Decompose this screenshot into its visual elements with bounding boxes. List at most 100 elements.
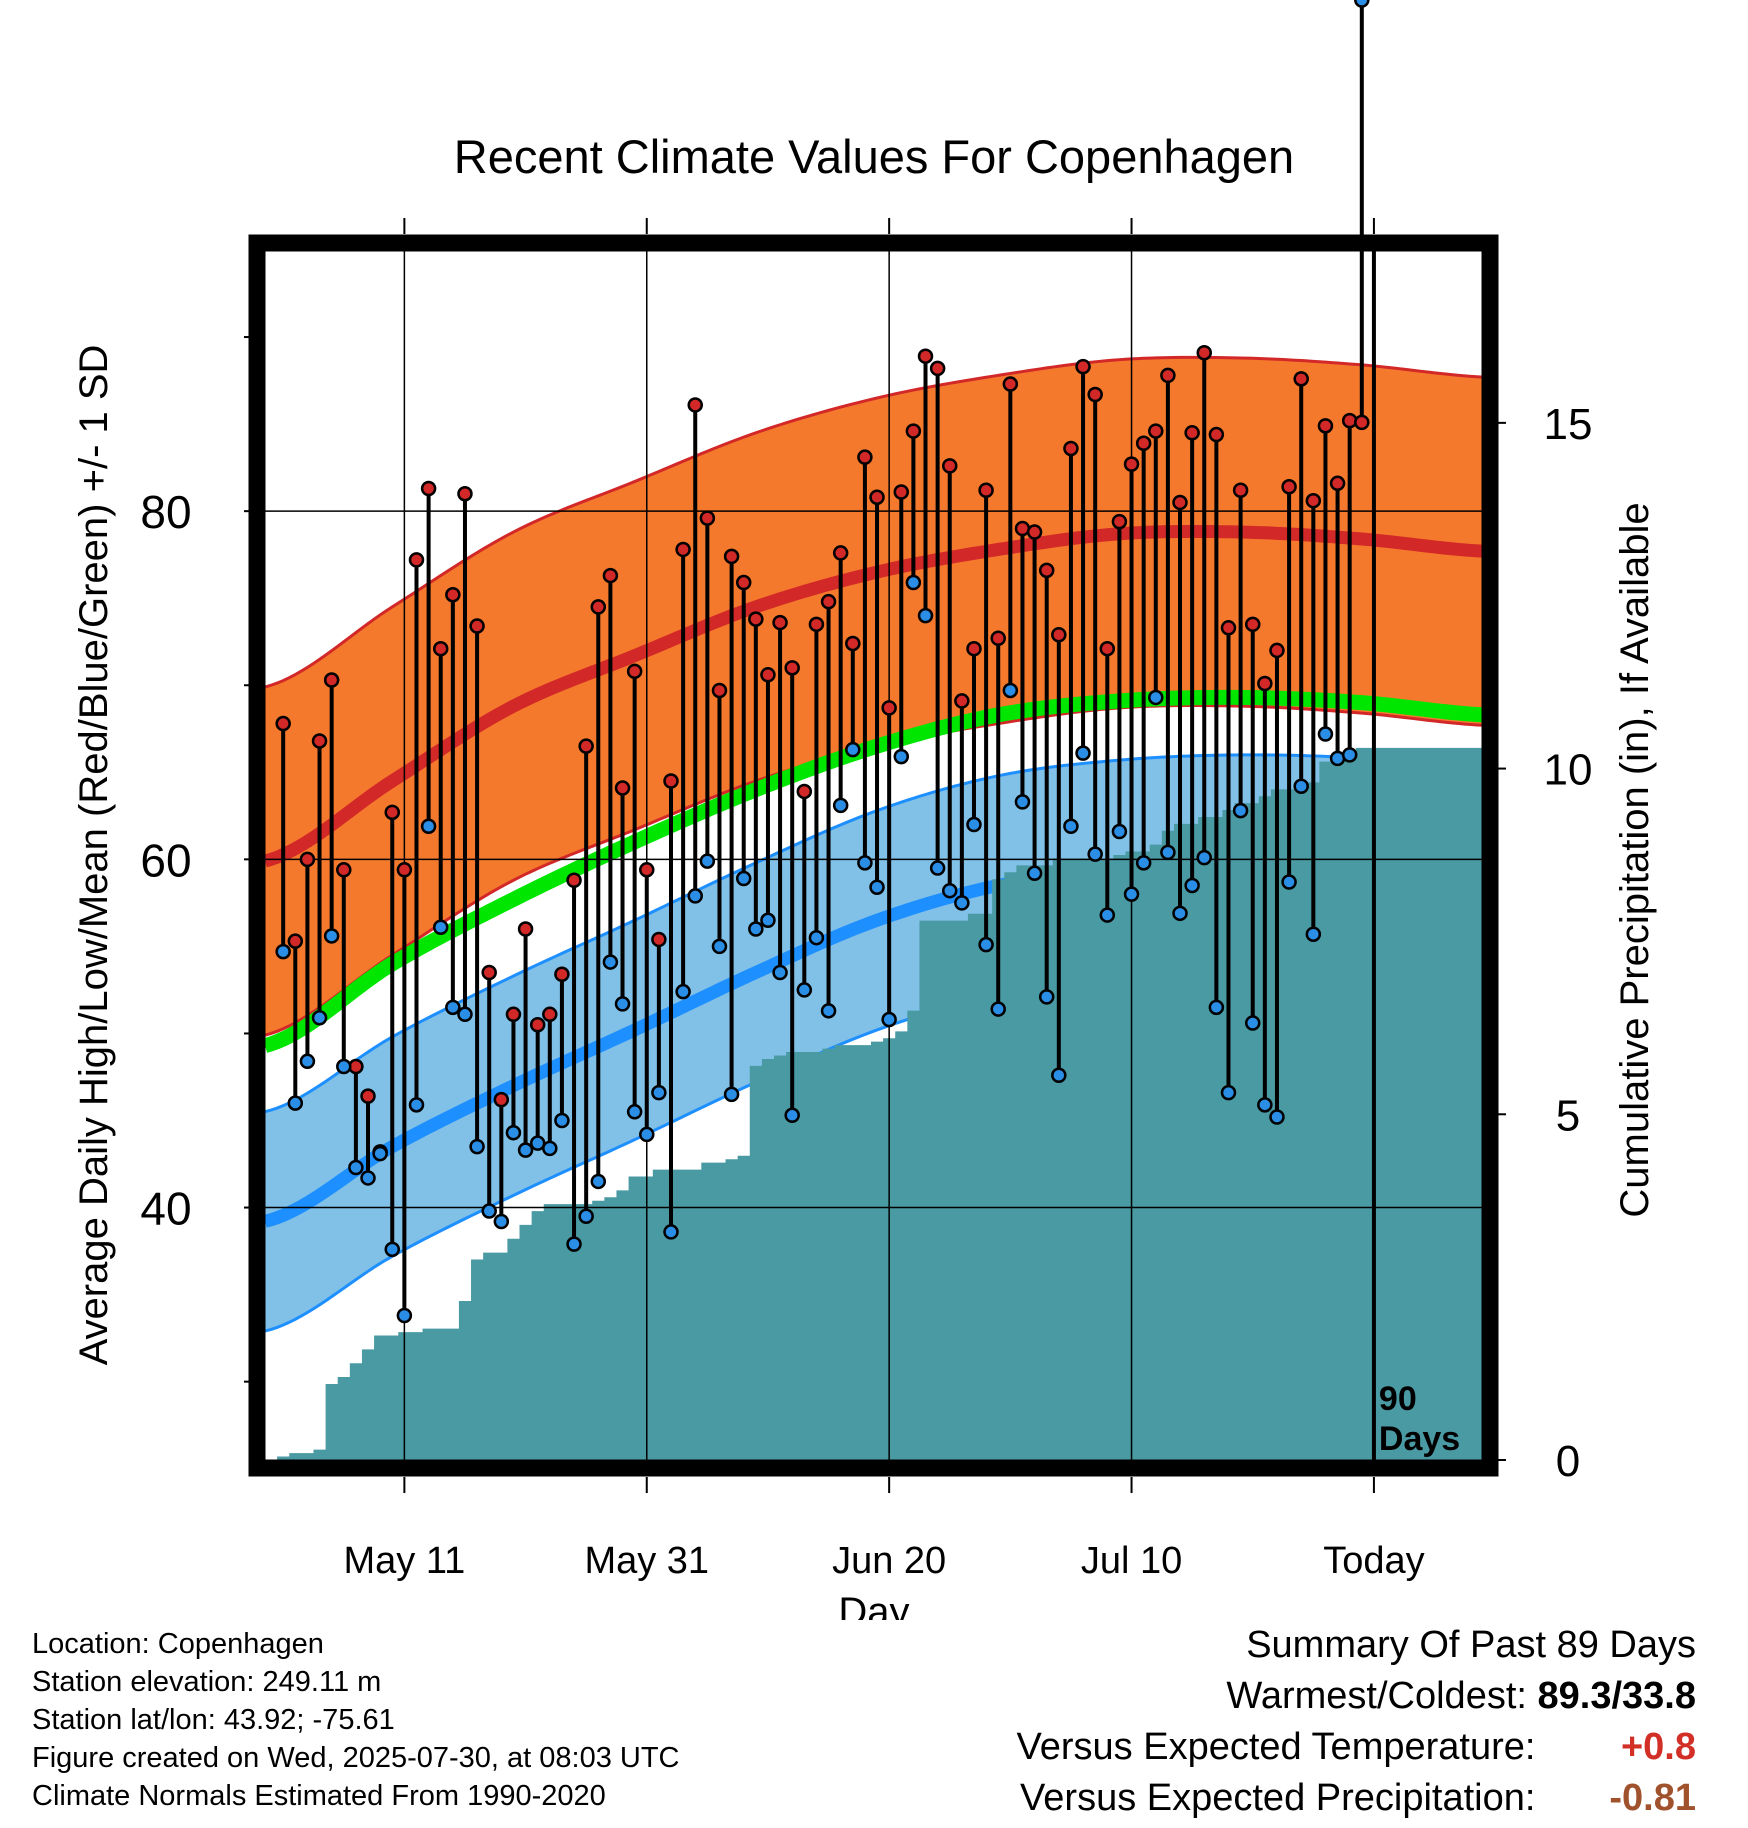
y-tick-label: 40 — [140, 1183, 191, 1235]
daily-low-point — [820, 1003, 837, 1019]
daily-high-point — [275, 715, 291, 732]
daily-high-point — [954, 693, 970, 709]
daily-high-point — [966, 640, 982, 657]
y2-tick-label: 10 — [1544, 746, 1593, 795]
daily-high-point — [578, 738, 594, 754]
daily-low-point — [590, 1173, 607, 1190]
daily-low-point — [275, 943, 291, 960]
daily-low-point — [1123, 886, 1140, 902]
station-info: Location: Copenhagen Station elevation: … — [32, 1625, 680, 1815]
daily-low-point — [1269, 1109, 1285, 1125]
daily-high-point — [626, 663, 643, 680]
daily-low-point — [687, 888, 703, 904]
daily-low-point — [978, 936, 994, 953]
daily-high-point — [1051, 627, 1067, 643]
daily-low-point — [1208, 999, 1225, 1016]
daily-low-point — [808, 929, 825, 946]
daily-high-point — [529, 1016, 546, 1033]
daily-low-point — [1232, 802, 1249, 819]
daily-high-point — [1305, 492, 1322, 509]
daily-low-point — [1087, 846, 1103, 862]
daily-low-point — [323, 928, 340, 944]
created-text: Figure created on Wed, 2025-07-30, at 08… — [32, 1742, 680, 1774]
daily-low-point — [614, 996, 631, 1012]
daily-high-point — [493, 1091, 510, 1108]
daily-high-point — [820, 593, 837, 610]
climate-chart: Recent Climate Values For Copenhagen 90D… — [72, 0, 1657, 1620]
daily-high-point — [651, 931, 667, 948]
daily-low-point — [1244, 1015, 1261, 1031]
daily-low-point — [1305, 926, 1322, 942]
daily-low-point — [1014, 794, 1031, 810]
daily-high-point — [723, 548, 740, 565]
daily-low-point — [1184, 877, 1200, 894]
daily-low-point — [457, 1006, 473, 1023]
daily-low-point — [1111, 823, 1128, 840]
daily-high-point — [323, 672, 340, 688]
daily-low-point — [1038, 989, 1055, 1005]
daily-low-point — [651, 1084, 667, 1101]
daily-low-point — [1354, 0, 1370, 8]
daily-high-point — [614, 780, 631, 796]
daily-high-point — [1038, 562, 1055, 579]
daily-high-point — [845, 635, 861, 652]
normals-text: Climate Normals Estimated From 1990-2020 — [32, 1780, 606, 1812]
daily-low-point — [372, 1145, 388, 1162]
summary-heading: Summary Of Past 89 Days — [1246, 1624, 1696, 1666]
temp-anomaly-label: Versus Expected Temperature: — [1016, 1726, 1536, 1768]
daily-high-point — [517, 921, 534, 937]
daily-low-point — [748, 921, 764, 937]
daily-high-point — [1087, 386, 1103, 403]
daily-low-point — [881, 1011, 897, 1028]
daily-high-point — [554, 966, 570, 983]
daily-low-point — [1341, 747, 1358, 763]
daily-high-point — [832, 545, 849, 561]
daily-high-point — [1208, 426, 1225, 443]
daily-low-point — [1148, 689, 1164, 706]
daily-high-point — [1026, 524, 1043, 540]
daily-high-point — [1111, 513, 1128, 530]
y2-axis-label: Cumulative Precipitation (in), If Availa… — [1613, 502, 1657, 1217]
daily-high-point — [917, 348, 934, 364]
daily-low-point — [360, 1170, 376, 1186]
x-tick-label: Jun 20 — [832, 1540, 946, 1582]
x-axis-label: Day — [838, 1590, 909, 1620]
daily-low-point — [699, 853, 716, 869]
daily-low-point — [929, 860, 946, 876]
daily-low-point — [481, 1203, 497, 1219]
daily-low-point — [1196, 849, 1213, 866]
daily-high-point — [1075, 358, 1091, 375]
daily-high-point — [893, 484, 910, 500]
daily-high-point — [1341, 412, 1358, 429]
daily-low-point — [1063, 818, 1079, 835]
daily-high-point — [869, 489, 885, 505]
daily-low-point — [1002, 682, 1019, 699]
daily-high-point — [857, 449, 873, 465]
daily-high-point — [457, 485, 473, 502]
daily-high-point — [360, 1088, 376, 1104]
daily-high-point — [929, 360, 946, 377]
daily-high-point — [1244, 616, 1261, 633]
summary-panel: Summary Of Past 89 Days Warmest/Coldest:… — [1017, 1620, 1696, 1824]
daily-low-point — [1257, 1097, 1273, 1113]
daily-low-point — [542, 1140, 558, 1157]
precip-anomaly-label: Versus Expected Precipitation: — [1020, 1777, 1536, 1819]
daily-high-point — [469, 618, 485, 634]
x-tick-label: May 31 — [584, 1540, 709, 1582]
daily-high-point — [990, 630, 1006, 646]
daily-low-point — [578, 1208, 594, 1225]
low-band-upper-edge — [265, 753, 1483, 1114]
daily-high-point — [1172, 494, 1188, 511]
daily-low-point — [954, 895, 970, 911]
daily-low-point — [760, 912, 776, 929]
daily-low-point — [396, 1307, 413, 1324]
daily-high-point — [808, 616, 825, 633]
daily-low-point — [1317, 726, 1334, 742]
high-normal-line — [265, 524, 1483, 868]
daily-low-point — [723, 1086, 740, 1103]
daily-high-point — [1281, 479, 1297, 495]
daily-high-point — [796, 783, 813, 800]
daily-low-point — [796, 982, 813, 998]
daily-low-point — [505, 1124, 522, 1141]
daily-high-point — [1269, 642, 1285, 659]
